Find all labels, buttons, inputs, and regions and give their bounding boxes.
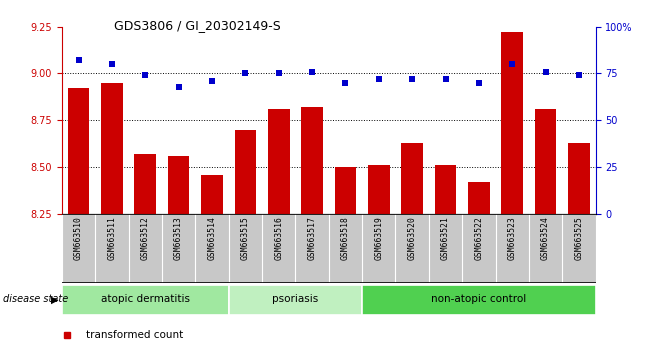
Bar — [68, 88, 89, 214]
Bar — [268, 109, 290, 214]
Text: GSM663513: GSM663513 — [174, 216, 183, 260]
Text: GSM663521: GSM663521 — [441, 216, 450, 260]
Bar — [229, 285, 362, 315]
Point — [207, 78, 217, 84]
Text: GSM663516: GSM663516 — [274, 216, 283, 260]
Text: GSM663523: GSM663523 — [508, 216, 517, 260]
Text: GSM663512: GSM663512 — [141, 216, 150, 260]
Point — [173, 84, 184, 90]
Bar — [362, 285, 596, 315]
Point — [273, 70, 284, 76]
Text: GSM663520: GSM663520 — [408, 216, 417, 260]
Bar — [335, 167, 356, 214]
Point — [540, 69, 551, 74]
Text: GSM663515: GSM663515 — [241, 216, 250, 260]
Bar — [534, 109, 557, 214]
Point — [107, 61, 117, 67]
Point — [407, 76, 417, 82]
Text: GDS3806 / GI_20302149-S: GDS3806 / GI_20302149-S — [114, 19, 281, 33]
Bar — [401, 143, 423, 214]
Text: ▶: ▶ — [51, 294, 59, 304]
Bar — [62, 285, 229, 315]
Text: GSM663517: GSM663517 — [307, 216, 316, 260]
Bar — [368, 165, 390, 214]
Point — [140, 73, 150, 78]
Bar — [134, 154, 156, 214]
Bar — [101, 83, 123, 214]
Point — [574, 73, 584, 78]
Point — [374, 76, 384, 82]
Text: GSM663510: GSM663510 — [74, 216, 83, 260]
Point — [240, 70, 251, 76]
Text: non-atopic control: non-atopic control — [431, 294, 527, 304]
Bar — [234, 130, 256, 214]
Text: GSM663519: GSM663519 — [374, 216, 383, 260]
Bar — [168, 156, 189, 214]
Text: GSM663518: GSM663518 — [341, 216, 350, 260]
Point — [440, 76, 450, 82]
Text: atopic dermatitis: atopic dermatitis — [101, 294, 189, 304]
Bar — [201, 175, 223, 214]
Point — [474, 80, 484, 86]
Point — [307, 69, 317, 74]
Text: transformed count: transformed count — [86, 330, 183, 339]
Text: GSM663524: GSM663524 — [541, 216, 550, 260]
Text: GSM663514: GSM663514 — [208, 216, 217, 260]
Point — [74, 57, 84, 63]
Text: GSM663511: GSM663511 — [107, 216, 117, 260]
Bar — [501, 32, 523, 214]
Text: GSM663522: GSM663522 — [475, 216, 484, 260]
Bar — [568, 143, 590, 214]
Text: disease state: disease state — [3, 294, 68, 304]
Point — [507, 61, 518, 67]
Point — [340, 80, 351, 86]
Bar — [301, 107, 323, 214]
Bar — [435, 165, 456, 214]
Bar — [468, 182, 490, 214]
Text: psoriasis: psoriasis — [272, 294, 318, 304]
Text: GSM663525: GSM663525 — [574, 216, 583, 260]
